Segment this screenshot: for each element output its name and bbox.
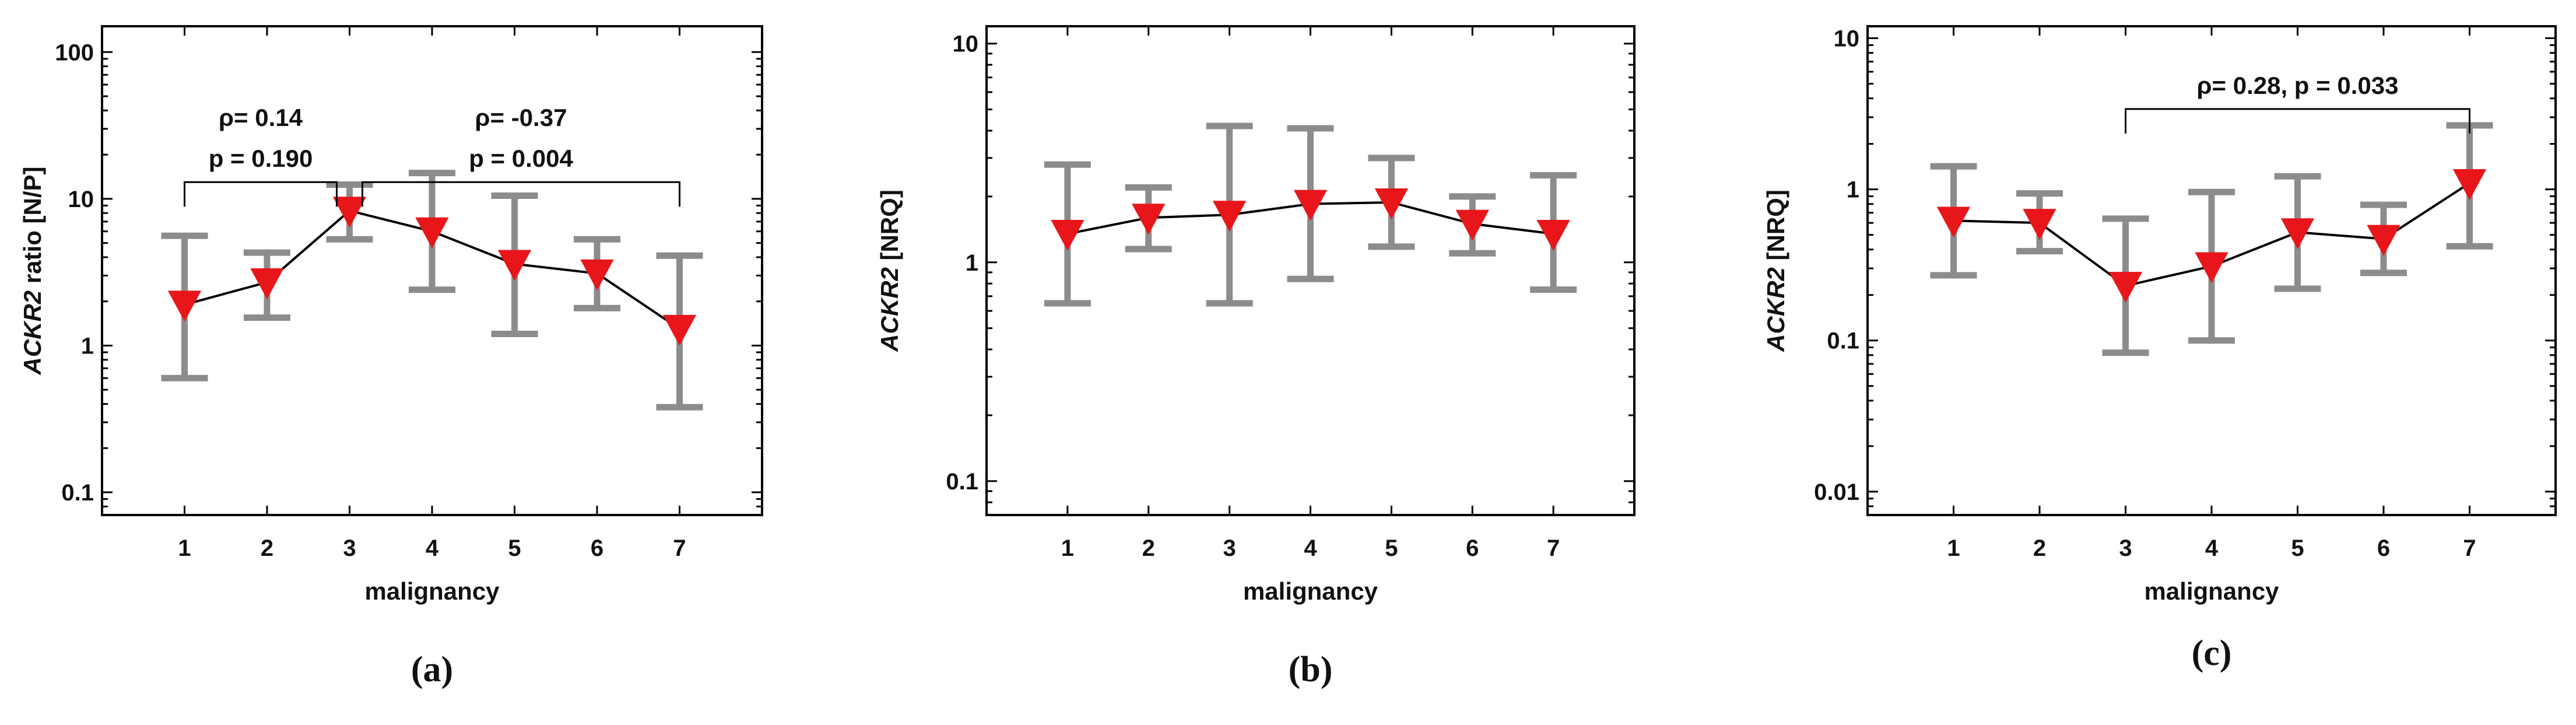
x-tick-label: 1: [178, 535, 191, 561]
annotation-bracket-1: [2125, 108, 2470, 134]
y-tick-label: 1: [966, 250, 978, 276]
x-tick-label: 5: [2291, 535, 2304, 561]
y-tick-label: 10: [1834, 26, 1860, 52]
panel-label: (a): [411, 650, 453, 689]
data-point-6: [2367, 225, 2400, 256]
data-point-1: [167, 290, 202, 322]
x-tick-label: 5: [508, 535, 521, 561]
y-tick-label: 0.1: [946, 469, 978, 495]
data-point-4: [415, 217, 449, 248]
y-tick-label: 0.01: [1814, 479, 1859, 505]
y-tick-label: 1: [1847, 177, 1859, 203]
x-tick-label: 6: [1466, 535, 1479, 561]
x-tick-label: 4: [1304, 535, 1317, 561]
annotation-text-1: p = 0.190: [209, 145, 313, 172]
x-tick-label: 6: [591, 535, 603, 561]
annotation-text-2: p = 0.004: [469, 145, 573, 172]
x-tick-label: 3: [1223, 535, 1236, 561]
y-axis-title-unit: [NRQ]: [1762, 190, 1789, 267]
data-point-2: [250, 268, 284, 300]
data-point-5: [1374, 188, 1409, 220]
y-axis-title-unit: ratio [N/P]: [19, 166, 46, 290]
x-axis-title: malignancy: [2144, 577, 2279, 605]
y-axis-title: ACKR2 [NRQ]: [1762, 190, 1789, 352]
panel-label: (b): [1289, 650, 1333, 689]
x-axis-title: malignancy: [364, 577, 500, 605]
y-tick-label: 1: [81, 333, 94, 359]
y-axis-title-gene: ACKR2: [1762, 267, 1789, 352]
data-point-7: [1536, 219, 1570, 251]
chart-panel-1: 0.1 1 10 100 1 2 3 4 5 6 7 malignancy ACKR2 ratio [N…: [19, 25, 763, 689]
x-tick-label: 7: [673, 535, 686, 561]
y-axis-title-gene: ACKR2: [19, 290, 46, 376]
chart-panel-2: 0.1 1 10 1 2 3 4 5 6 7 malignancy ACKR2 [NRQ] (b): [876, 25, 1636, 689]
x-tick-label: 2: [261, 535, 273, 561]
annotation-text-2: ρ= -0.37: [475, 104, 567, 131]
data-point-6: [1455, 209, 1489, 241]
data-point-4: [2195, 252, 2228, 283]
annotation-bracket-1: [184, 181, 338, 207]
data-point-3: [332, 197, 367, 228]
x-tick-label: 4: [2205, 535, 2219, 561]
chart-panel-3: 0.01 0.1 1 10 1 2 3 4 5 6 7 malignancy ACKR2 [NRQ] ρ=…: [1762, 25, 2557, 673]
y-tick-label: 10: [953, 31, 979, 57]
data-point-7: [662, 314, 697, 346]
x-tick-label: 3: [343, 535, 356, 561]
data-point-3: [1212, 201, 1247, 232]
y-axis-title: ACKR2 [NRQ]: [876, 190, 903, 352]
y-tick-label: 0.1: [61, 480, 94, 506]
data-point-1: [1936, 206, 1971, 238]
annotation-bracket-2: [362, 181, 680, 207]
y-tick-label: 100: [55, 40, 94, 65]
panel-label: (c): [2192, 633, 2232, 673]
x-tick-label: 1: [1947, 535, 1960, 561]
y-axis-title: ACKR2 ratio [N/P]: [19, 166, 46, 375]
x-tick-label: 3: [2119, 535, 2132, 561]
y-tick-label: 0.1: [1827, 328, 1859, 354]
data-point-5: [2280, 218, 2315, 250]
x-tick-label: 2: [2033, 535, 2046, 561]
annotation-text-1: ρ= 0.14: [219, 104, 303, 131]
x-tick-label: 7: [1547, 535, 1560, 561]
data-point-2: [2023, 209, 2056, 240]
x-tick-label: 2: [1142, 535, 1155, 561]
data-point-6: [580, 259, 614, 290]
y-tick-label: 10: [68, 187, 94, 212]
y-axis-title-unit: [NRQ]: [876, 190, 903, 267]
data-point-1: [1051, 219, 1085, 251]
data-point-2: [1132, 204, 1166, 235]
x-tick-label: 6: [2377, 535, 2390, 561]
x-tick-label: 4: [426, 535, 439, 561]
annotation-text-1: ρ= 0.28, p = 0.033: [2197, 72, 2399, 99]
y-axis-title-gene: ACKR2: [876, 267, 903, 352]
data-point-7: [2452, 169, 2487, 201]
x-tick-label: 5: [1385, 535, 1398, 561]
data-point-4: [1293, 190, 1328, 221]
x-tick-label: 1: [1061, 535, 1074, 561]
x-axis-title: malignancy: [1243, 577, 1378, 605]
data-point-5: [497, 250, 532, 281]
data-point-3: [2108, 272, 2143, 303]
x-tick-label: 7: [2463, 535, 2476, 561]
